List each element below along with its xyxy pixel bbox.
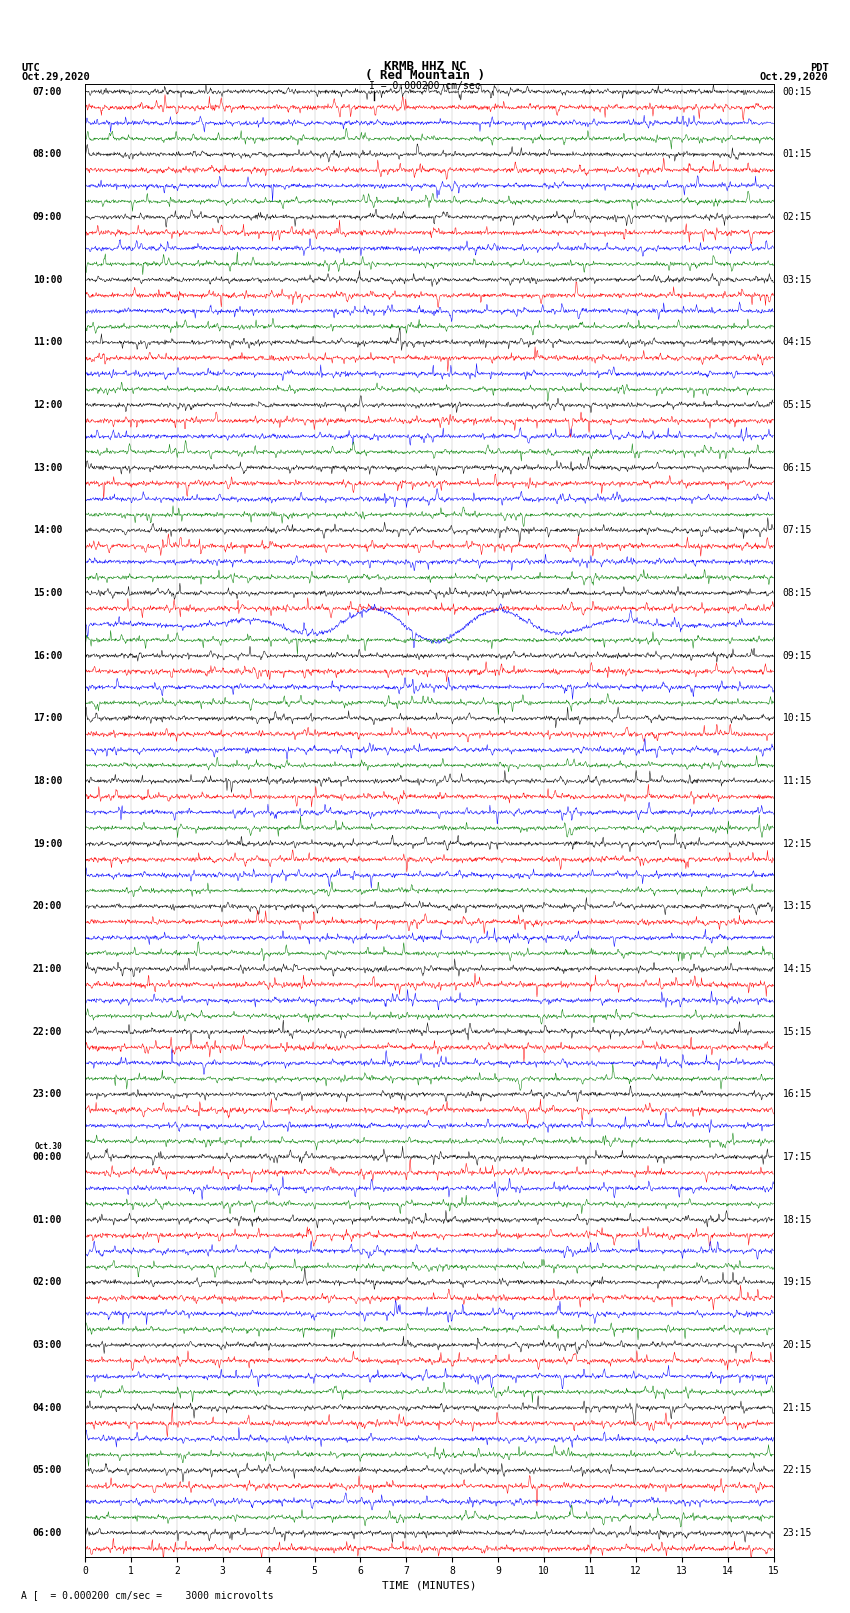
Text: 20:00: 20:00 xyxy=(32,902,62,911)
Text: 09:15: 09:15 xyxy=(783,650,812,661)
Text: 21:15: 21:15 xyxy=(783,1403,812,1413)
Text: 04:15: 04:15 xyxy=(783,337,812,347)
Text: 04:00: 04:00 xyxy=(32,1403,62,1413)
Text: 16:15: 16:15 xyxy=(783,1089,812,1100)
Text: 10:00: 10:00 xyxy=(32,274,62,286)
Text: 19:00: 19:00 xyxy=(32,839,62,848)
Text: 08:15: 08:15 xyxy=(783,589,812,598)
Text: 13:00: 13:00 xyxy=(32,463,62,473)
Text: 01:15: 01:15 xyxy=(783,150,812,160)
Text: 06:00: 06:00 xyxy=(32,1528,62,1539)
Text: 02:15: 02:15 xyxy=(783,211,812,223)
Text: 11:00: 11:00 xyxy=(32,337,62,347)
Text: 13:15: 13:15 xyxy=(783,902,812,911)
Text: 10:15: 10:15 xyxy=(783,713,812,723)
Text: 09:00: 09:00 xyxy=(32,211,62,223)
Text: 08:00: 08:00 xyxy=(32,150,62,160)
Text: 22:00: 22:00 xyxy=(32,1027,62,1037)
Text: 18:00: 18:00 xyxy=(32,776,62,786)
Text: 02:00: 02:00 xyxy=(32,1277,62,1287)
Text: 07:15: 07:15 xyxy=(783,526,812,536)
Text: 19:15: 19:15 xyxy=(783,1277,812,1287)
Text: 01:00: 01:00 xyxy=(32,1215,62,1224)
X-axis label: TIME (MINUTES): TIME (MINUTES) xyxy=(382,1581,477,1590)
Text: Oct.29,2020: Oct.29,2020 xyxy=(760,73,829,82)
Text: 06:15: 06:15 xyxy=(783,463,812,473)
Text: ( Red Mountain ): ( Red Mountain ) xyxy=(365,69,485,82)
Text: 22:15: 22:15 xyxy=(783,1465,812,1476)
Text: 05:15: 05:15 xyxy=(783,400,812,410)
Text: KRMB HHZ NC: KRMB HHZ NC xyxy=(383,60,467,73)
Text: 15:15: 15:15 xyxy=(783,1027,812,1037)
Text: 21:00: 21:00 xyxy=(32,965,62,974)
Text: 00:00: 00:00 xyxy=(32,1152,62,1161)
Text: Oct.30: Oct.30 xyxy=(34,1142,62,1152)
Text: 17:00: 17:00 xyxy=(32,713,62,723)
Text: A [  = 0.000200 cm/sec =    3000 microvolts: A [ = 0.000200 cm/sec = 3000 microvolts xyxy=(21,1590,274,1600)
Text: 00:15: 00:15 xyxy=(783,87,812,97)
Text: PDT: PDT xyxy=(810,63,829,73)
Text: 20:15: 20:15 xyxy=(783,1340,812,1350)
Text: 11:15: 11:15 xyxy=(783,776,812,786)
Text: UTC: UTC xyxy=(21,63,40,73)
Text: 05:00: 05:00 xyxy=(32,1465,62,1476)
Text: 14:15: 14:15 xyxy=(783,965,812,974)
Text: 14:00: 14:00 xyxy=(32,526,62,536)
Text: 07:00: 07:00 xyxy=(32,87,62,97)
Text: 23:15: 23:15 xyxy=(783,1528,812,1539)
Text: 12:00: 12:00 xyxy=(32,400,62,410)
Text: 03:15: 03:15 xyxy=(783,274,812,286)
Text: I = 0.000200 cm/sec: I = 0.000200 cm/sec xyxy=(369,81,481,90)
Text: 12:15: 12:15 xyxy=(783,839,812,848)
Text: 15:00: 15:00 xyxy=(32,589,62,598)
Text: 17:15: 17:15 xyxy=(783,1152,812,1161)
Text: 18:15: 18:15 xyxy=(783,1215,812,1224)
Text: 23:00: 23:00 xyxy=(32,1089,62,1100)
Text: Oct.29,2020: Oct.29,2020 xyxy=(21,73,90,82)
Text: 03:00: 03:00 xyxy=(32,1340,62,1350)
Text: 16:00: 16:00 xyxy=(32,650,62,661)
